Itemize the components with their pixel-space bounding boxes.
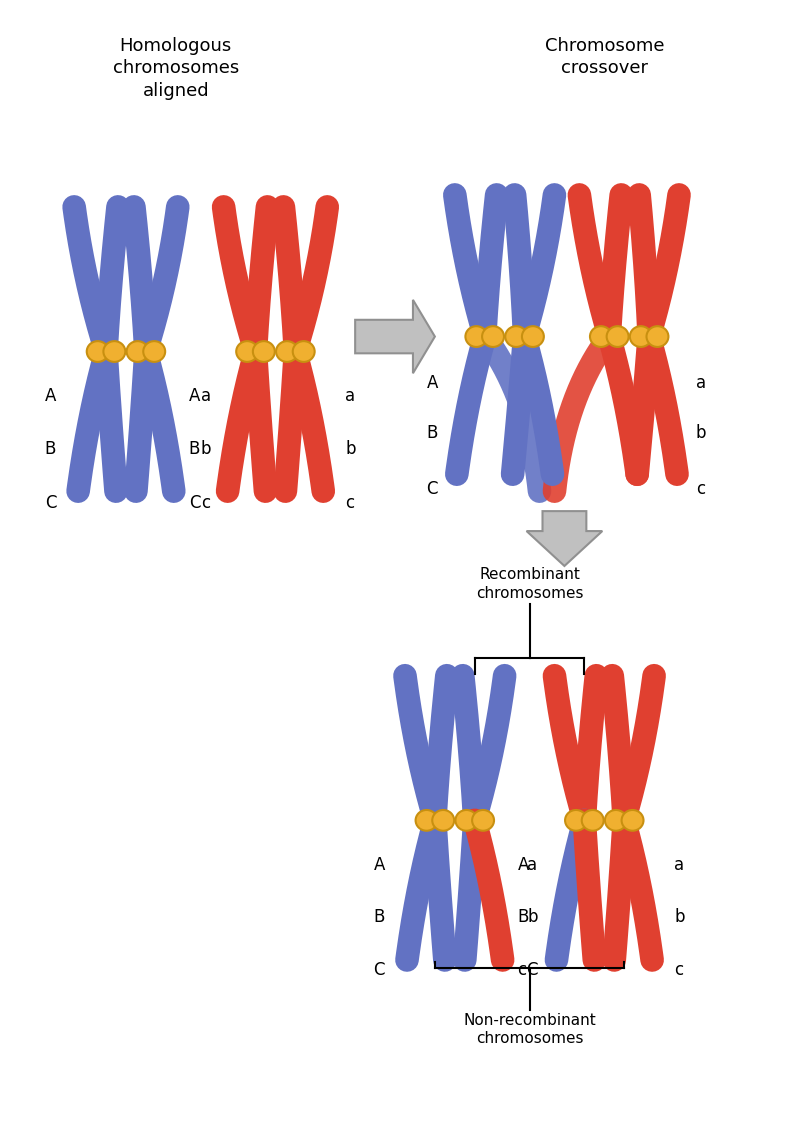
Text: b: b: [674, 908, 685, 926]
Ellipse shape: [455, 810, 478, 831]
Text: b: b: [200, 441, 210, 458]
Text: B: B: [518, 908, 529, 926]
Ellipse shape: [415, 810, 438, 831]
Ellipse shape: [143, 341, 165, 362]
Ellipse shape: [276, 341, 298, 362]
Polygon shape: [526, 511, 602, 566]
Text: C: C: [189, 494, 200, 512]
Text: A: A: [426, 374, 438, 392]
Ellipse shape: [646, 326, 669, 346]
Text: Non-recombinant
chromosomes: Non-recombinant chromosomes: [463, 1013, 596, 1047]
Text: a: a: [674, 856, 684, 874]
Text: a: a: [201, 388, 210, 406]
Text: C: C: [45, 494, 56, 512]
Ellipse shape: [565, 810, 587, 831]
Ellipse shape: [472, 810, 494, 831]
Ellipse shape: [236, 341, 258, 362]
Text: C: C: [374, 961, 385, 979]
Text: c: c: [202, 494, 210, 512]
Ellipse shape: [253, 341, 274, 362]
Ellipse shape: [482, 326, 504, 346]
Ellipse shape: [86, 341, 109, 362]
Ellipse shape: [506, 326, 527, 346]
Text: B: B: [374, 908, 385, 926]
Ellipse shape: [103, 341, 126, 362]
Ellipse shape: [293, 341, 314, 362]
Text: b: b: [696, 425, 706, 443]
Text: a: a: [696, 374, 706, 392]
Text: C: C: [426, 480, 438, 498]
Text: b: b: [345, 441, 356, 458]
Text: Chromosome
crossover: Chromosome crossover: [545, 37, 664, 77]
Ellipse shape: [522, 326, 544, 346]
Ellipse shape: [126, 341, 149, 362]
Text: Homologous
chromosomes
aligned: Homologous chromosomes aligned: [113, 37, 239, 100]
Text: a: a: [345, 388, 355, 406]
Text: Recombinant
chromosomes: Recombinant chromosomes: [476, 567, 583, 601]
Text: c: c: [696, 480, 705, 498]
Polygon shape: [355, 299, 435, 373]
Text: c: c: [674, 961, 683, 979]
Ellipse shape: [432, 810, 454, 831]
Text: c: c: [518, 961, 526, 979]
Ellipse shape: [630, 326, 652, 346]
Text: B: B: [45, 441, 56, 458]
Text: A: A: [45, 388, 56, 406]
Text: A: A: [374, 856, 385, 874]
Ellipse shape: [582, 810, 604, 831]
Ellipse shape: [590, 326, 612, 346]
Text: A: A: [518, 856, 529, 874]
Text: B: B: [426, 425, 438, 443]
Text: b: b: [527, 908, 538, 926]
Ellipse shape: [606, 326, 629, 346]
Ellipse shape: [466, 326, 487, 346]
Ellipse shape: [622, 810, 643, 831]
Text: c: c: [345, 494, 354, 512]
Ellipse shape: [605, 810, 627, 831]
Text: a: a: [527, 856, 538, 874]
Text: A: A: [189, 388, 200, 406]
Text: B: B: [189, 441, 200, 458]
Text: C: C: [526, 961, 538, 979]
